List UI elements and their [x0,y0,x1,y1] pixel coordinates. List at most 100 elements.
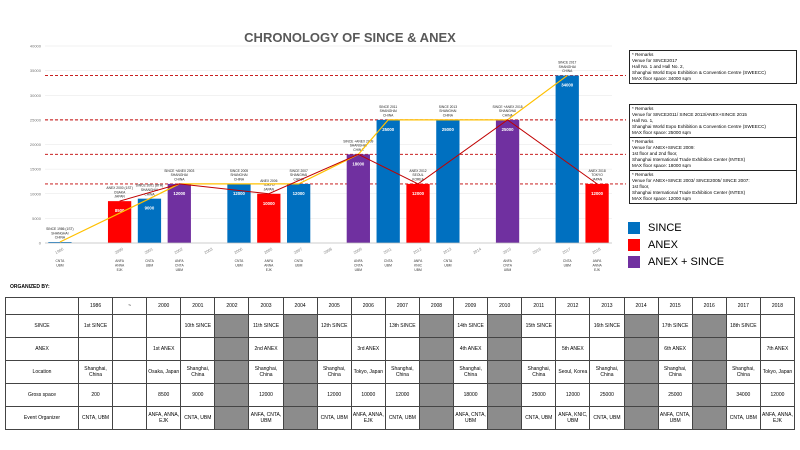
bar-note-label: JAPAN [592,178,603,182]
table-cell: 25000 [521,383,557,407]
table-cell: Osaka, Japan [146,360,182,384]
table-cell: 25000 [657,383,693,407]
table-year-header: 2012 [555,297,591,315]
table-cell: 16th SINCE [589,314,625,338]
table-corner-cell [5,297,79,315]
table-cell: Shanghai, China [77,360,114,384]
table-cell [589,337,625,361]
table-cell: CNTA, UBM [316,406,352,430]
organizer-label: CNTA [294,259,304,263]
table-cell [112,383,148,407]
bar-value-label: 8500 [115,208,125,213]
table-year-header: 2016 [691,297,727,315]
chronology-table: 1986 ~2000 2001 2002 2003 2004 2005 2006 2007 200… [5,297,796,430]
bar-note-label: ANEX 2006 [260,179,277,183]
table-cell: Shanghai, China [316,360,352,384]
bar-note-label: CHINA [443,113,454,117]
bar-note-label: ANEX 2012 [409,169,426,173]
organizer-label: CNTA [175,264,185,268]
organizer-label: ANNA [592,264,602,268]
bar [585,183,609,243]
bar-note-label: SEOUL [412,173,423,177]
legend-anex: ANEX [628,239,678,251]
y-tick-label: 5000 [32,216,42,221]
bar [406,183,430,243]
x-tick-label: 2018 [591,246,602,255]
bar-note-label: CHINA [234,178,245,182]
organizer-label: UBM [56,264,64,268]
table-year-header: 2000 [146,297,182,315]
bar-note-label: SINCE +ANEX 2003 [164,169,194,173]
table-cell [214,337,250,361]
legend-both-label: ANEX + SINCE [648,256,725,268]
table-row-label: SINCE [5,314,79,338]
table-cell [418,406,455,430]
bar-note-label: SINCE 2017 [558,61,576,65]
bar-note-label: SHANGHAI [350,144,367,148]
table-year-header: 2014 [623,297,659,315]
table-row: SINCE 1st SINCE 10th SINCE 11th SINCE 12th S… [5,314,796,338]
table-cell: 13th SINCE [384,314,420,338]
table-cell: CNTA, UBM [180,406,216,430]
table-cell: Seoul, Korea [555,360,591,384]
table-cell [214,314,250,338]
bar-value-label: 12000 [293,191,306,196]
bar-note-label: SINCE 1986 (1ST) [46,227,73,231]
since-trend-line [59,75,568,243]
table-cell: Tokyo, Japan [350,360,386,384]
table-year-header: ~ [112,297,148,315]
anex-trend-line [119,119,598,202]
organized-by-label: ORGANIZED BY: [10,284,50,290]
table-cell [214,406,250,430]
organizer-label: ANFA [593,259,602,263]
bar [227,183,251,243]
table-cell [418,314,455,338]
organizer-label: UBM [564,264,572,268]
table-cell: 25000 [589,383,625,407]
remark-box-3: * Remarks Venue for ANEX+SINCE 2009: 1st f… [629,137,797,171]
table-cell: 1st SINCE [77,314,114,338]
bar-value-label: 25000 [442,127,455,132]
table-cell [180,337,216,361]
bar-note-label: CHINA [502,113,513,117]
table-year-header: 1986 [77,297,114,315]
bar-note-label: KOREA [412,178,424,182]
table-row-label: Gross space [5,383,79,407]
bar-note-label: TOKYO [263,183,275,187]
bar-note-label: SINCE 2007 [289,169,307,173]
table-cell: ANFA, CNTA, UBM [248,406,284,430]
table-cell [487,406,523,430]
x-tick-label: 2008 [323,246,334,255]
table-cell: ANFA, ANNA, EJK [350,406,386,430]
table-cell [384,337,420,361]
table-cell: 34000 [725,383,761,407]
bar-note-label: SHANGHAI [171,173,188,177]
bar-note-label: SINCE 2011 [379,105,397,109]
table-cell [759,314,796,338]
table-year-header: 2007 [384,297,420,315]
bar [555,75,579,243]
organizer-label: CNTA [384,259,394,263]
x-tick-label: 2013 [442,246,453,255]
table-cell: Shanghai, China [657,360,693,384]
bar [137,198,162,243]
organizer-label: UBM [295,264,303,268]
table-cell: CNTA, UBM [725,406,761,430]
organizer-label: ANFA [503,259,512,263]
table-cell: 2nd ANEX [248,337,284,361]
bar-note-label: CHINA [383,113,394,117]
bar-note-label: SINCE 2005 [230,169,248,173]
remark-box-1: * Remarks Venue for SINCE2017 Hall No. 1 a… [629,50,797,84]
table-cell: Shanghai, China [725,360,761,384]
bar [436,119,460,243]
x-tick-label: 2003 [203,246,214,255]
legend-anex-swatch [628,239,640,251]
table-cell: ANFA, CNTA, UBM [453,406,489,430]
table-cell [487,383,523,407]
organizer-label: UBM [414,268,422,272]
organizer-label: KNIC [414,264,422,268]
table-cell [316,337,352,361]
legend-since-swatch [628,222,640,234]
bar-note-label: JAPAN [114,195,125,199]
table-cell [487,314,523,338]
